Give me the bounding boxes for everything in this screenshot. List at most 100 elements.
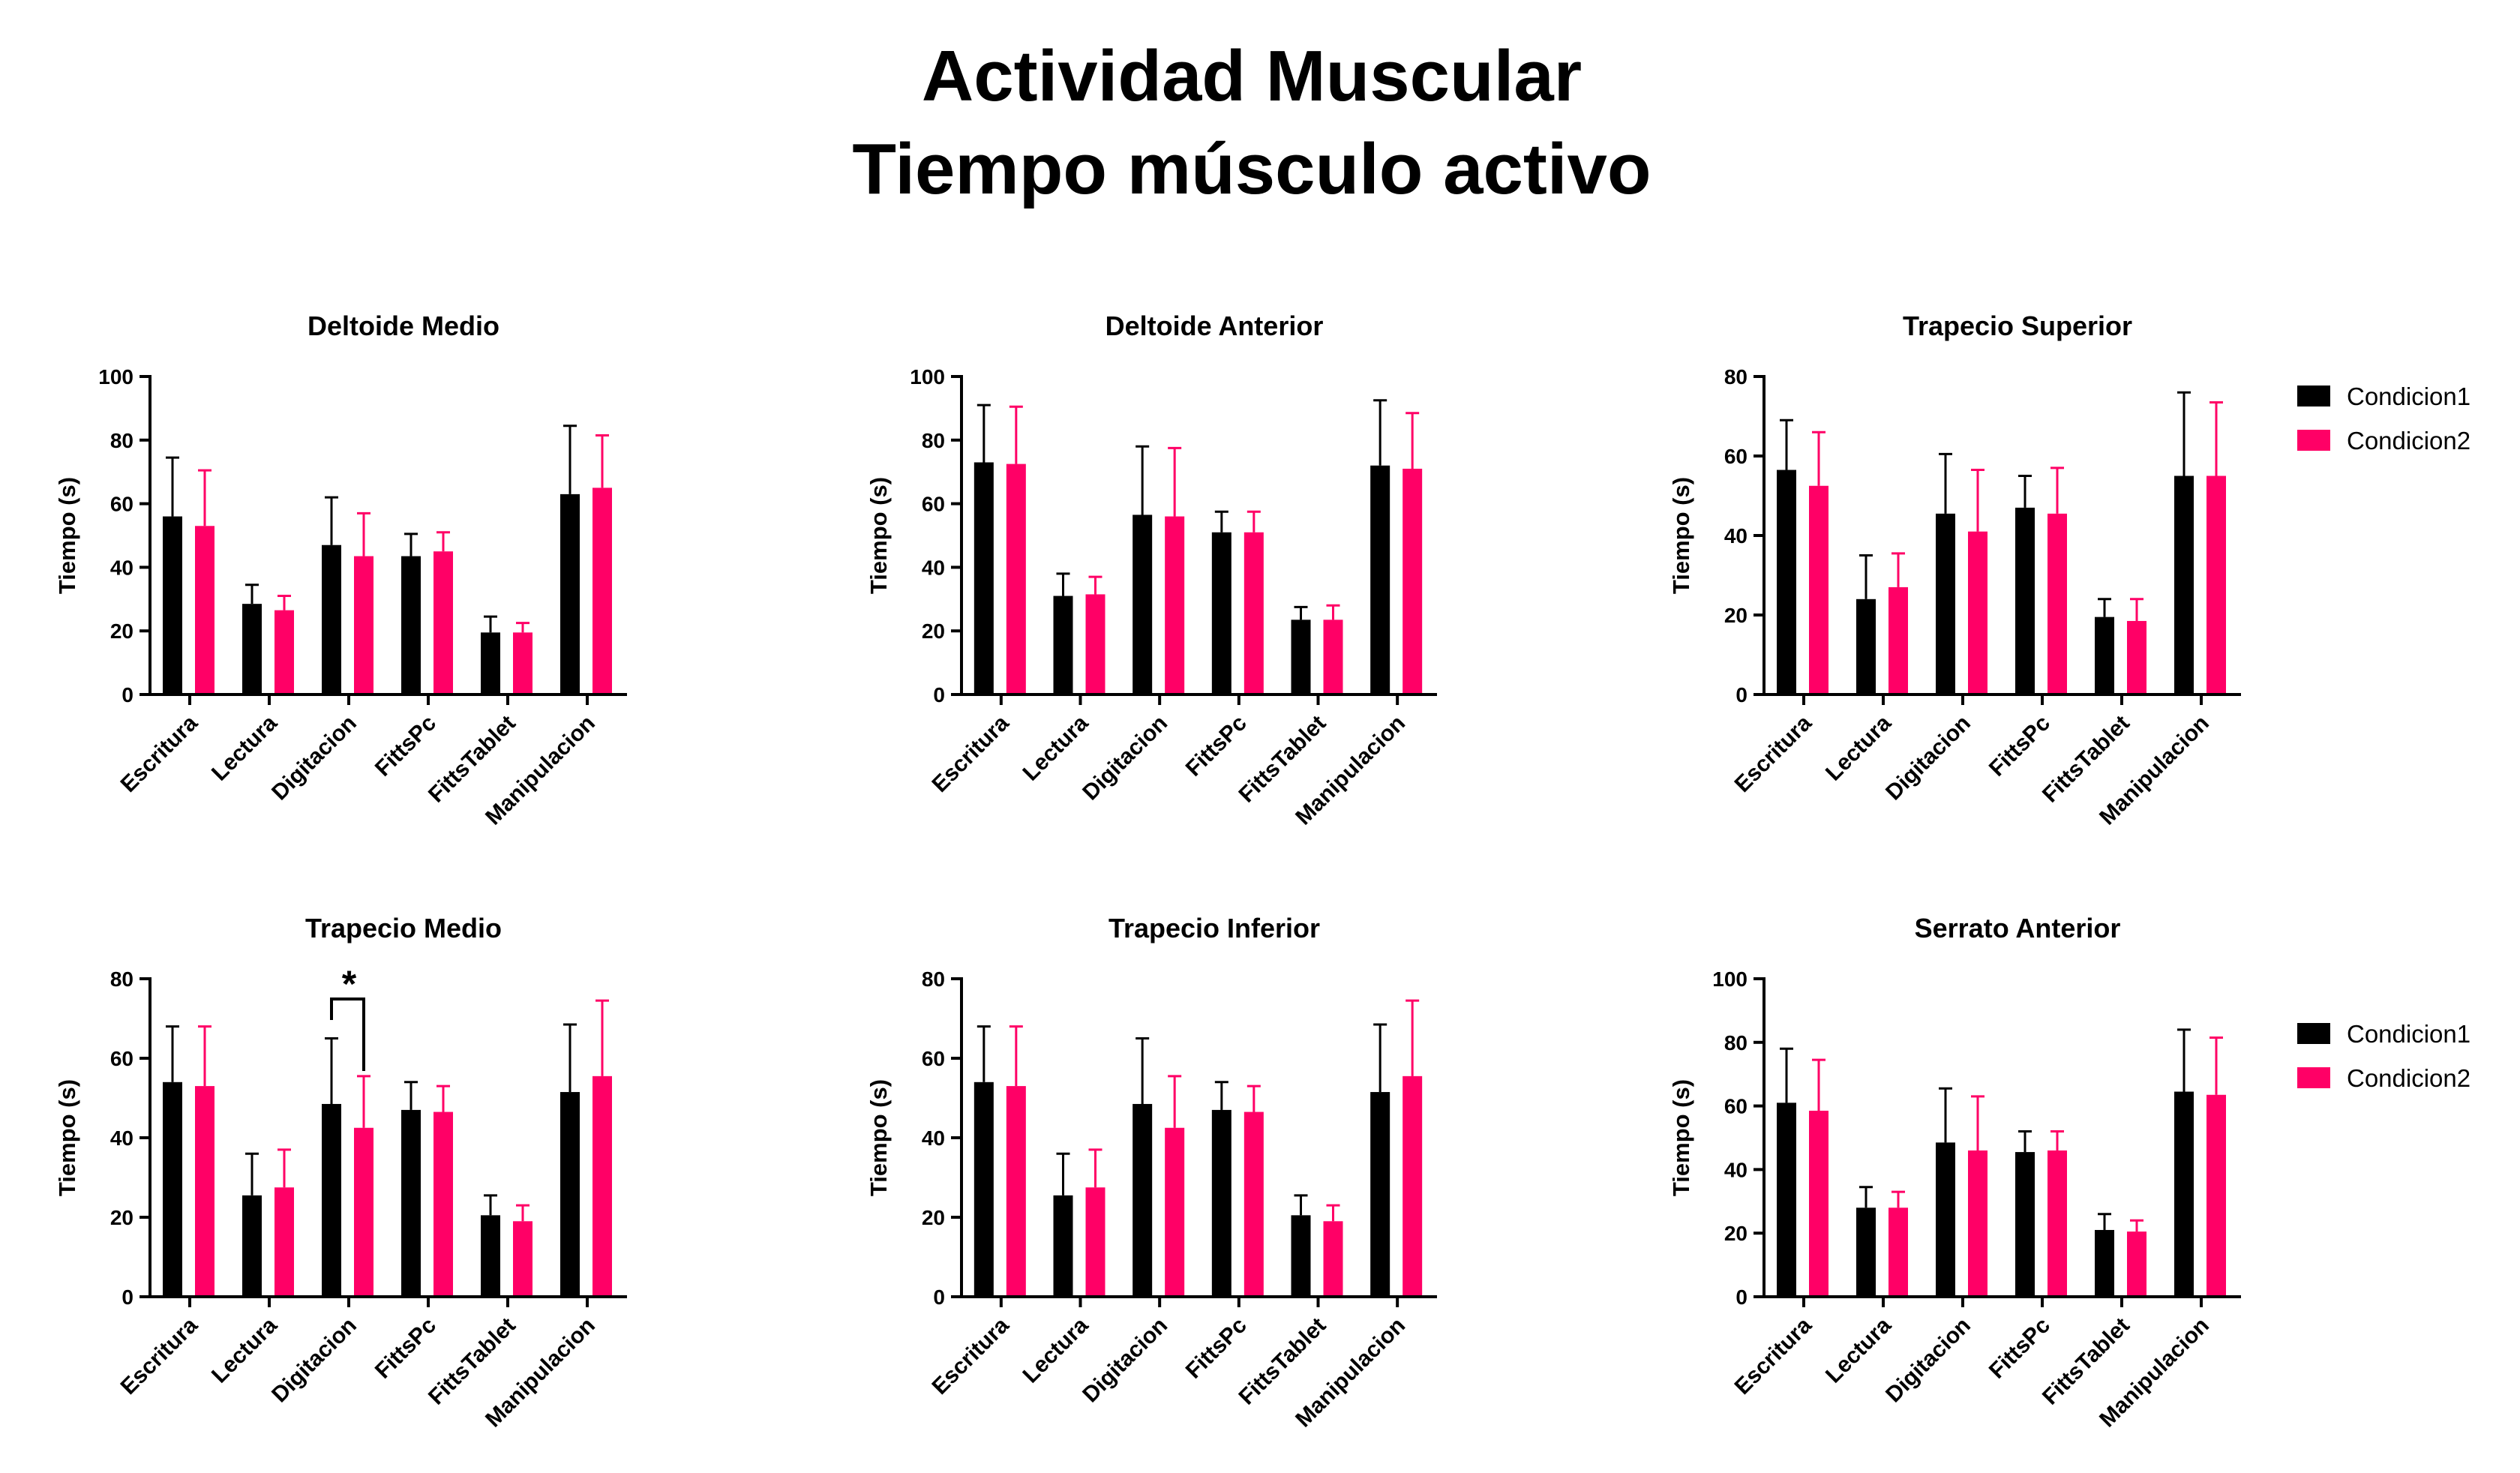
x-tick-label-lectura: Lectura [1018, 1312, 1093, 1388]
bar-condicion2-fittspc [434, 1112, 453, 1297]
legend-swatch-condicion1 [2297, 386, 2330, 406]
bar-condicion2-manipulacion [592, 1076, 612, 1297]
bar-condicion2-escritura [195, 1086, 214, 1297]
bar-condicion2-escritura [1809, 485, 1828, 694]
bar-condicion1-fittspc [1211, 532, 1232, 694]
x-tick-label-escritura: Escritura [927, 1312, 1014, 1400]
bar-condicion1-escritura [1777, 470, 1796, 694]
y-tick-label: 20 [110, 1206, 134, 1229]
bar-condicion2-digitacion [1165, 1127, 1185, 1297]
panel-title: Serrato Anterior [1915, 913, 2121, 944]
bar-condicion2-digitacion [1968, 531, 1988, 694]
y-tick-label: 40 [1724, 524, 1748, 548]
bar-condicion2-lectura [1888, 586, 1908, 694]
panel-title: Deltoide Medio [308, 310, 500, 341]
bar-condicion2-digitacion [354, 1127, 374, 1297]
bar-condicion1-fittstablet [1291, 620, 1311, 694]
y-tick-label: 20 [1724, 604, 1748, 627]
bar-condicion1-fittstablet [2095, 616, 2114, 694]
y-tick-label: 0 [933, 1286, 945, 1309]
bar-condicion2-escritura [1809, 1110, 1828, 1297]
y-axis-label: Tiempo (s) [1668, 1079, 1694, 1196]
bar-condicion2-fittstablet [513, 1221, 532, 1297]
panel-title: Trapecio Inferior [1108, 913, 1320, 944]
bar-condicion1-fittspc [401, 1109, 421, 1297]
y-tick-label: 20 [1724, 1222, 1748, 1245]
legend-swatch-condicion1 [2297, 1023, 2330, 1044]
x-tick-label-digitacion: Digitacion [1881, 711, 1976, 806]
panel-deltoide-anterior: Deltoide Anterior Tiempo (s) 0 20 40 60 80 100 E… [866, 310, 1437, 830]
panel-title: Trapecio Medio [305, 913, 502, 944]
bar-condicion1-manipulacion [1370, 1092, 1390, 1297]
bar-condicion1-fittspc [1211, 1109, 1232, 1297]
bar-condicion2-lectura [274, 1187, 294, 1297]
legend-label-condicion2: Condicion2 [2347, 427, 2470, 454]
bar-condicion1-digitacion [322, 1103, 341, 1297]
bar-condicion2-fittspc [2048, 1150, 2067, 1297]
y-tick-label: 0 [1736, 683, 1748, 706]
panel-trapecio-superior: Trapecio Superior Tiempo (s) 0 20 40 60 80 Escr… [1668, 310, 2241, 830]
y-tick-label: 80 [1724, 365, 1748, 388]
y-tick-label: 100 [98, 365, 134, 388]
significance-bracket [330, 998, 365, 1071]
x-tick-label-lectura: Lectura [207, 1312, 282, 1388]
y-axis-label: Tiempo (s) [866, 1079, 892, 1196]
x-tick-label-lectura: Lectura [1018, 710, 1093, 785]
y-tick-label: 20 [922, 1206, 945, 1229]
legend-label-condicion1: Condicion1 [2347, 1020, 2470, 1048]
y-tick-label: 60 [922, 1047, 945, 1070]
bar-condicion2-digitacion [354, 556, 374, 694]
bar-condicion2-lectura [1085, 1187, 1106, 1297]
x-tick-label-digitacion: Digitacion [1881, 1313, 1976, 1408]
y-tick-label: 0 [122, 683, 134, 706]
panel-deltoide-medio: Deltoide Medio Tiempo (s) 0 20 40 60 80 100 Escr… [54, 310, 627, 830]
bar-condicion2-fittstablet [2127, 1232, 2146, 1297]
y-tick-label: 80 [110, 968, 134, 991]
bar-condicion1-fittspc [2015, 1152, 2035, 1297]
bar-condicion1-manipulacion [560, 494, 580, 694]
bar-condicion1-lectura [242, 1195, 262, 1297]
bar-condicion1-escritura [974, 462, 994, 694]
x-tick-label-escritura: Escritura [1730, 1312, 1817, 1400]
y-tick-label: 0 [933, 683, 945, 706]
x-tick-label-lectura: Lectura [207, 710, 282, 785]
bar-condicion1-manipulacion [2174, 476, 2194, 694]
legend-swatch-condicion2 [2297, 1067, 2330, 1088]
bar-condicion1-manipulacion [1370, 465, 1390, 694]
legend-label-condicion2: Condicion2 [2347, 1064, 2470, 1092]
bar-condicion2-lectura [1888, 1208, 1908, 1297]
x-tick-label-fittspc: FittsPc [1181, 711, 1252, 782]
y-tick-label: 40 [1724, 1158, 1748, 1181]
x-tick-label-digitacion: Digitacion [1078, 711, 1172, 806]
x-tick-label-escritura: Escritura [116, 1312, 203, 1400]
bar-condicion1-fittspc [2015, 507, 2035, 694]
figure-title-line2: Tiempo músculo activo [852, 129, 1652, 209]
legend: Condicion1 Condicion2 [2297, 382, 2470, 454]
bar-condicion2-manipulacion [592, 488, 612, 694]
y-axis-label: Tiempo (s) [54, 1079, 80, 1196]
y-tick-label: 60 [922, 493, 945, 516]
y-tick-label: 0 [122, 1286, 134, 1309]
x-tick-label-fittspc: FittsPc [1984, 711, 2055, 782]
y-tick-label: 40 [922, 556, 945, 579]
bar-condicion2-manipulacion [1402, 468, 1423, 694]
x-tick-label-lectura: Lectura [1821, 710, 1896, 785]
bar-condicion2-fittstablet [2127, 620, 2146, 694]
bar-condicion2-fittspc [1244, 532, 1264, 694]
bar-condicion1-lectura [1856, 1208, 1876, 1297]
bar-condicion1-lectura [1053, 596, 1073, 694]
y-tick-label: 40 [922, 1126, 945, 1150]
bar-condicion2-manipulacion [2206, 1094, 2226, 1297]
bar-condicion1-digitacion [1936, 513, 1955, 694]
y-tick-label: 0 [1736, 1286, 1748, 1309]
bar-condicion2-fittspc [1244, 1112, 1264, 1297]
x-tick-label-digitacion: Digitacion [1078, 1313, 1172, 1408]
bar-condicion1-fittspc [401, 556, 421, 694]
x-tick-label-fittspc: FittsPc [1984, 1313, 2055, 1384]
bar-condicion2-escritura [1006, 1086, 1026, 1297]
bar-condicion2-digitacion [1968, 1150, 1988, 1297]
bar-condicion1-fittstablet [1291, 1215, 1311, 1297]
y-tick-label: 20 [110, 620, 134, 643]
bar-condicion2-manipulacion [2206, 476, 2226, 694]
bar-condicion1-digitacion [1132, 1103, 1153, 1297]
